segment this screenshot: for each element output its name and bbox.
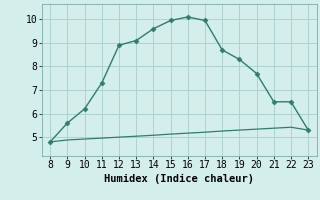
X-axis label: Humidex (Indice chaleur): Humidex (Indice chaleur) [104, 174, 254, 184]
